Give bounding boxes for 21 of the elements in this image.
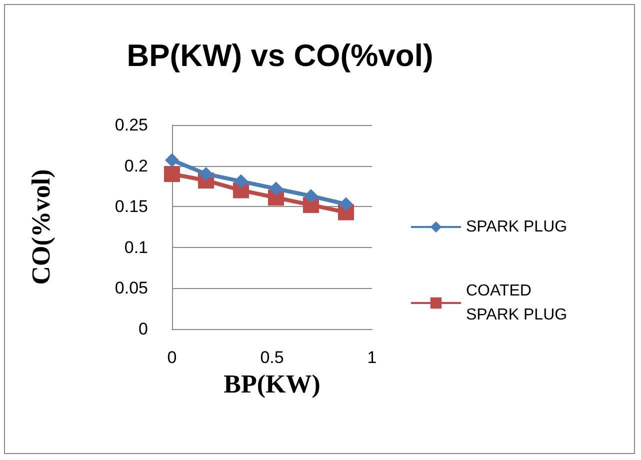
legend-label: COATED SPARK PLUG (466, 282, 568, 324)
y-tick-label: 0.2 (124, 156, 148, 176)
x-tick-label: 0.5 (260, 348, 284, 367)
point (199, 166, 213, 181)
point (304, 188, 318, 203)
chart-title: BP(KW) vs CO(%vol) (126, 38, 434, 73)
point (234, 174, 248, 188)
y-tick-label: 0.05 (114, 278, 148, 298)
x-axis-title: BP(KW) (224, 370, 320, 398)
legend-label: SPARK PLUG (466, 218, 568, 236)
y-tick-label: 0.1 (124, 238, 148, 257)
y-axis-title: CO(%vol) (26, 169, 56, 285)
y-tick-label: 0.15 (114, 197, 148, 216)
y-tick-label: 0.25 (114, 116, 148, 134)
y-tick-label: 0 (138, 320, 148, 338)
x-tick-label: 0 (167, 348, 177, 367)
x-tick-label: 1 (367, 348, 377, 367)
point (165, 153, 179, 168)
point (164, 166, 180, 182)
point (339, 197, 353, 212)
point (269, 182, 283, 196)
